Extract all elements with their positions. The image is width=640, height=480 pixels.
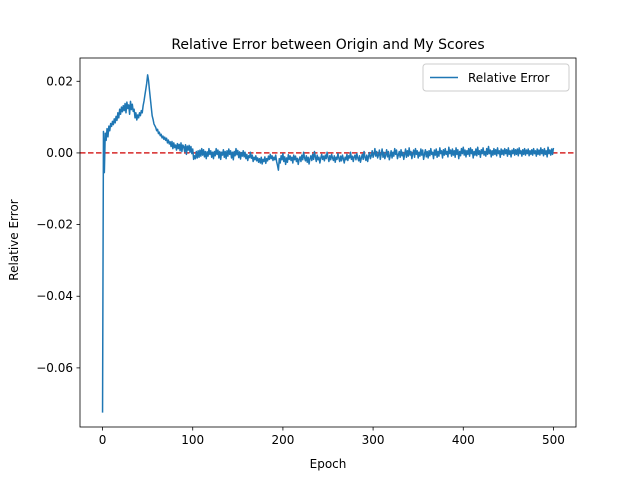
plot-frame bbox=[79, 57, 577, 428]
x-tick-label: 100 bbox=[181, 433, 204, 447]
x-tick-label: 0 bbox=[99, 433, 107, 447]
series-line-0 bbox=[101, 74, 555, 413]
x-tick-label: 500 bbox=[542, 433, 565, 447]
x-tick-label: 300 bbox=[362, 433, 385, 447]
x-axis-label: Epoch bbox=[310, 457, 347, 471]
legend-label: Relative Error bbox=[468, 71, 550, 85]
y-tick-label: −0.06 bbox=[36, 361, 73, 375]
y-tick-label: −0.04 bbox=[36, 289, 73, 303]
plot-layer: 0 100 200 300 400 500 −0.06 −0.04 −0.02 0.00 0.02 R… bbox=[36, 57, 577, 447]
chart-title: Relative Error between Origin and My Sco… bbox=[171, 37, 484, 53]
x-tick-label: 200 bbox=[271, 433, 294, 447]
y-axis-label: Relative Error bbox=[7, 199, 21, 281]
x-tick-label: 400 bbox=[452, 433, 475, 447]
y-tick-label: 0.02 bbox=[46, 74, 73, 88]
legend-box bbox=[422, 63, 570, 92]
y-tick-label: −0.02 bbox=[36, 218, 73, 232]
y-tick-label: 0.00 bbox=[46, 146, 73, 160]
